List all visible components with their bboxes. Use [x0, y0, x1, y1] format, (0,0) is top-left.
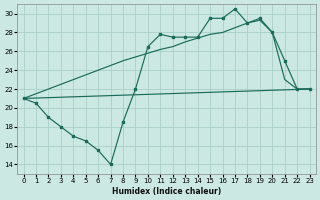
X-axis label: Humidex (Indice chaleur): Humidex (Indice chaleur) — [112, 187, 221, 196]
